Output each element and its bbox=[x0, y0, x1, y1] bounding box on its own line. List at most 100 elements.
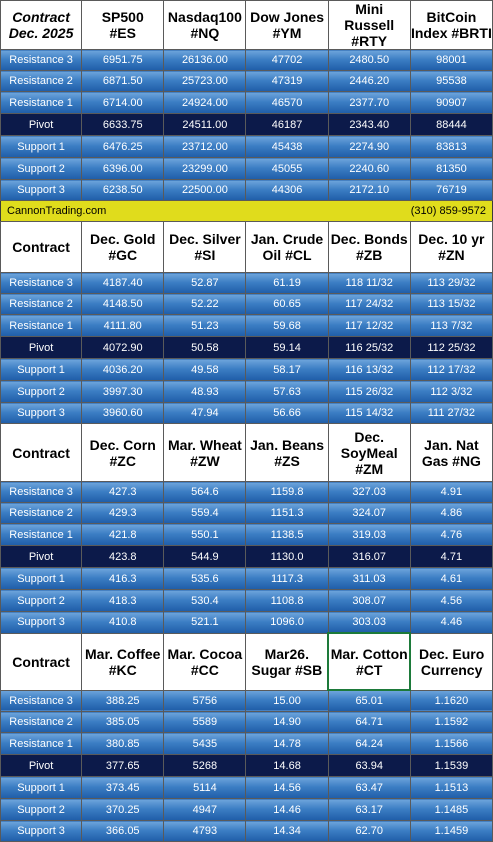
instrument-header-cell: Jan. Nat Gas #NG bbox=[409, 423, 493, 482]
level-row: Support 1 6476.25 23712.00 45438 2274.90 8381… bbox=[0, 135, 493, 158]
level-label: Support 2 bbox=[0, 798, 83, 821]
level-value: 308.07 bbox=[327, 589, 411, 612]
level-value: 5435 bbox=[163, 732, 247, 755]
level-value: 76719 bbox=[409, 179, 493, 201]
level-value: 1.1592 bbox=[409, 711, 493, 733]
contract-header-cell: Contract Dec. 2025 bbox=[0, 0, 83, 50]
pivot-row: Pivot 377.65 5268 14.68 63.94 1.1539 bbox=[0, 754, 493, 777]
level-value: 3997.30 bbox=[81, 380, 165, 403]
level-value: 410.8 bbox=[81, 611, 165, 634]
level-value: 4.71 bbox=[409, 545, 493, 568]
level-value: 380.85 bbox=[81, 732, 165, 755]
level-label: Pivot bbox=[0, 113, 83, 136]
level-value: 4187.40 bbox=[81, 272, 165, 294]
level-value: 95538 bbox=[409, 70, 493, 92]
level-value: 311.03 bbox=[327, 567, 411, 590]
level-row: Resistance 2 4148.50 52.22 60.65 117 24/32 11… bbox=[0, 293, 493, 315]
level-value: 4111.80 bbox=[81, 314, 165, 337]
level-value: 3960.60 bbox=[81, 402, 165, 424]
level-value: 26136.00 bbox=[163, 49, 247, 71]
level-value: 5756 bbox=[163, 689, 247, 712]
instrument-header-cell: Mar. Wheat #ZW bbox=[163, 423, 247, 482]
level-value: 60.65 bbox=[245, 293, 329, 315]
level-value: 2172.10 bbox=[327, 179, 411, 201]
level-value: 88444 bbox=[409, 113, 493, 136]
level-value: 1.1459 bbox=[409, 820, 493, 842]
level-value: 2446.20 bbox=[327, 70, 411, 92]
instrument-header-cell: Nasdaq100 #NQ bbox=[163, 0, 247, 50]
level-value: 22500.00 bbox=[163, 179, 247, 201]
level-row: Resistance 3 388.25 5756 15.00 65.01 1.1620 bbox=[0, 689, 493, 712]
instrument-header-cell: Mar. Coffee #KC bbox=[81, 632, 165, 691]
level-value: 6951.75 bbox=[81, 49, 165, 71]
level-value: 4.56 bbox=[409, 589, 493, 612]
level-value: 113 15/32 bbox=[409, 293, 493, 315]
level-value: 1130.0 bbox=[245, 545, 329, 568]
level-row: Support 2 370.25 4947 14.46 63.17 1.1485 bbox=[0, 798, 493, 821]
level-value: 1.1539 bbox=[409, 754, 493, 777]
level-value: 25723.00 bbox=[163, 70, 247, 92]
level-value: 4.86 bbox=[409, 502, 493, 524]
level-value: 52.22 bbox=[163, 293, 247, 315]
level-value: 4947 bbox=[163, 798, 247, 821]
level-value: 421.8 bbox=[81, 523, 165, 546]
level-value: 62.70 bbox=[327, 820, 411, 842]
contract-header-cell: Contract bbox=[0, 632, 83, 691]
level-value: 377.65 bbox=[81, 754, 165, 777]
level-value: 47702 bbox=[245, 49, 329, 71]
level-row: Resistance 2 6871.50 25723.00 47319 2446.20 9… bbox=[0, 70, 493, 92]
section-header-row: Contract Dec. Gold #GC Dec. Silver #SI Jan. C… bbox=[0, 221, 493, 273]
level-value: 90907 bbox=[409, 91, 493, 114]
level-label: Resistance 2 bbox=[0, 70, 83, 92]
level-label: Resistance 1 bbox=[0, 91, 83, 114]
level-label: Support 2 bbox=[0, 589, 83, 612]
level-label: Support 1 bbox=[0, 567, 83, 590]
level-label: Resistance 2 bbox=[0, 502, 83, 524]
level-value: 118 11/32 bbox=[327, 272, 411, 294]
level-value: 4.61 bbox=[409, 567, 493, 590]
phone-number: (310) 859-9572 bbox=[410, 205, 486, 217]
level-value: 1108.8 bbox=[245, 589, 329, 612]
level-value: 366.05 bbox=[81, 820, 165, 842]
level-value: 5589 bbox=[163, 711, 247, 733]
level-label: Resistance 3 bbox=[0, 272, 83, 294]
level-value: 65.01 bbox=[327, 689, 411, 712]
level-value: 46187 bbox=[245, 113, 329, 136]
level-value: 521.1 bbox=[163, 611, 247, 634]
level-value: 429.3 bbox=[81, 502, 165, 524]
level-label: Support 3 bbox=[0, 820, 83, 842]
level-value: 23712.00 bbox=[163, 135, 247, 158]
instrument-header-cell: Mini Russell #RTY bbox=[327, 0, 411, 50]
instrument-header-cell: Dec. 10 yr #ZN bbox=[409, 221, 493, 273]
level-row: Resistance 3 4187.40 52.87 61.19 118 11/32 11… bbox=[0, 272, 493, 294]
level-value: 83813 bbox=[409, 135, 493, 158]
level-value: 47.94 bbox=[163, 402, 247, 424]
level-label: Support 1 bbox=[0, 135, 83, 158]
level-value: 1159.8 bbox=[245, 481, 329, 503]
instrument-header-cell: Dec. SoyMeal #ZM bbox=[327, 423, 411, 482]
level-row: Resistance 1 6714.00 24924.00 46570 2377.70 9… bbox=[0, 91, 493, 114]
level-value: 427.3 bbox=[81, 481, 165, 503]
website-link[interactable]: CannonTrading.com bbox=[7, 205, 107, 217]
instrument-header-cell: Dec. Silver #SI bbox=[163, 221, 247, 273]
level-value: 2343.40 bbox=[327, 113, 411, 136]
level-row: Support 3 3960.60 47.94 56.66 115 14/32 111 2… bbox=[0, 402, 493, 424]
level-value: 112 17/32 bbox=[409, 358, 493, 381]
level-value: 24924.00 bbox=[163, 91, 247, 114]
level-value: 64.24 bbox=[327, 732, 411, 755]
level-value: 6396.00 bbox=[81, 157, 165, 180]
level-row: Support 3 366.05 4793 14.34 62.70 1.1459 bbox=[0, 820, 493, 842]
level-value: 535.6 bbox=[163, 567, 247, 590]
level-value: 6633.75 bbox=[81, 113, 165, 136]
level-value: 385.05 bbox=[81, 711, 165, 733]
level-value: 388.25 bbox=[81, 689, 165, 712]
level-value: 6238.50 bbox=[81, 179, 165, 201]
section-header-row: Contract Mar. Coffee #KC Mar. Cocoa #CC Mar26… bbox=[0, 632, 493, 691]
level-value: 45055 bbox=[245, 157, 329, 180]
level-label: Pivot bbox=[0, 336, 83, 359]
level-value: 59.14 bbox=[245, 336, 329, 359]
level-value: 4.46 bbox=[409, 611, 493, 634]
level-value: 1151.3 bbox=[245, 502, 329, 524]
level-value: 58.17 bbox=[245, 358, 329, 381]
